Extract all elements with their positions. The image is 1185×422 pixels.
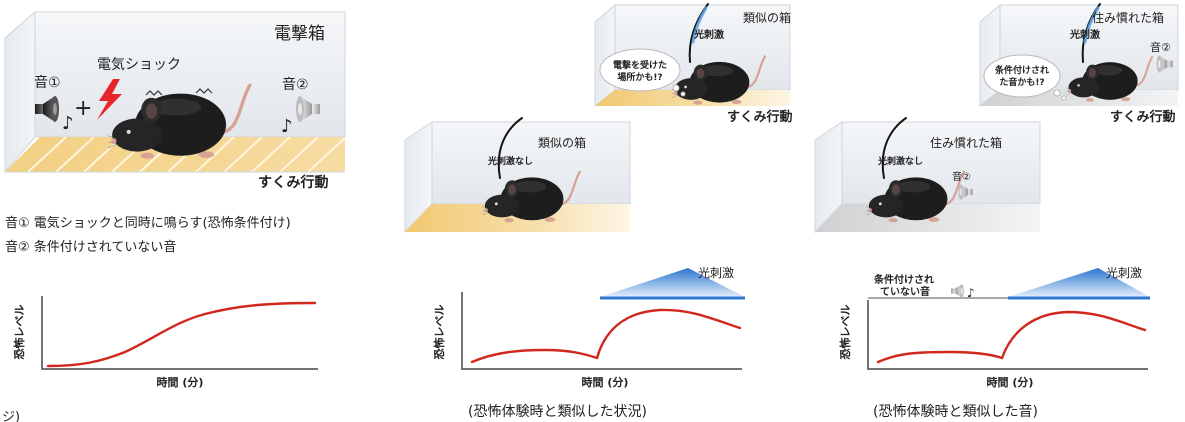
music-note-icon: ♪ [62, 113, 74, 134]
no-light-label: 光刺激なし [877, 155, 923, 167]
floor-plank [55, 137, 95, 172]
floor-plank [279, 137, 319, 172]
thought-text: 場所かも!? [617, 71, 662, 83]
optic-fiber-light [691, 6, 708, 44]
tone2-label: 音② [1150, 40, 1171, 54]
freezing-label: すくみ行動 [1110, 109, 1176, 125]
lightning-bolt-icon [97, 79, 122, 120]
thought-bubble [599, 48, 681, 92]
optic-fiber-light [1083, 6, 1100, 44]
optic-fiber [497, 117, 523, 179]
unconditioned-tone-label: 条件付けされ [873, 273, 934, 286]
similar-box-light-off-panel: 類似の箱 光刺激なし [404, 117, 631, 234]
familiar-box-light-off-panel: 住み慣れた箱 光刺激なし 音② [814, 117, 1041, 234]
light-stimulus-label: 光刺激 [1106, 266, 1142, 280]
speaker-icon [951, 284, 964, 298]
light-stimulus-label: 光刺激 [698, 266, 734, 280]
thought-text: 条件付けされ [994, 64, 1049, 76]
no-light-label: 光刺激なし [487, 155, 533, 167]
thought-text: 電撃を受けた [613, 59, 667, 71]
cut-off-text: ジ) [2, 410, 20, 422]
fear-plot-familiar-box: 光刺激 条件付けされ ていない音 ♪ 恐怖レベル 時間 (分) [838, 266, 1150, 389]
shock-label: 電気ショック [97, 57, 181, 73]
floor-plank [251, 137, 291, 172]
tone1-legend: 音① 電気ショックと同時に鳴らす(恐怖条件付け) [5, 215, 291, 231]
thought-bubble-dot [1053, 89, 1061, 97]
box-floor [405, 204, 630, 232]
conditioning-panel: 電撃箱 電気ショック 音① 音② + ♪ ♪ すくみ行動 [4, 10, 346, 191]
tone2-legend: 音② 条件付けされていない音 [5, 239, 176, 255]
music-note-icon: ♪ [281, 116, 293, 137]
shock-box-label: 電撃箱 [274, 24, 325, 44]
plot-axes [461, 292, 742, 370]
worry-mark [195, 88, 213, 94]
familiar-box-light-on-panel: 条件付けされ た音かも!? 住み慣れた箱 光刺激 音② すくみ行動 [979, 3, 1179, 125]
floor-plank [195, 137, 235, 172]
caption-similar-sound: (恐怖体験時と類似した音) [873, 403, 1038, 420]
light-stimulus-label: 光刺激 [693, 28, 724, 41]
box-label: 類似の箱 [743, 10, 791, 25]
optic-fiber [881, 117, 907, 179]
tone2-label: 音② [952, 170, 971, 183]
floor-plank [27, 137, 67, 172]
box-label: 住み慣れた箱 [930, 135, 1002, 150]
worry-mark [145, 90, 163, 96]
box-label: 住み慣れた箱 [1092, 10, 1164, 25]
tone1-label: 音① [34, 74, 61, 91]
y-axis-label: 恐怖レベル [838, 305, 852, 360]
unconditioned-tone-label: ていない音 [880, 285, 930, 298]
fear-curve [46, 301, 317, 368]
music-note-icon: ♪ [967, 286, 975, 300]
freezing-label: すくみ行動 [727, 109, 793, 125]
freezing-label: すくみ行動 [258, 174, 329, 191]
plot-axes [41, 296, 318, 370]
thought-bubble [983, 54, 1061, 98]
box-label: 類似の箱 [538, 135, 586, 150]
plus-sign: + [74, 96, 92, 121]
fear-plot-similar-box: 光刺激 恐怖レベル 時間 (分) [432, 266, 745, 389]
x-axis-label: 時間 (分) [987, 375, 1034, 389]
tone2-label: 音② [282, 76, 309, 93]
y-axis-label: 恐怖レベル [12, 305, 26, 360]
floor-plank [223, 137, 263, 172]
light-stimulus-ramp [600, 268, 745, 297]
thought-text: た音かも!? [999, 76, 1044, 88]
fear-curve [876, 310, 1147, 364]
thought-bubble-dot [680, 91, 686, 97]
x-axis-label: 時間 (分) [582, 375, 629, 389]
light-stimulus-ramp [1008, 268, 1150, 297]
floor-plank [307, 137, 345, 172]
light-stimulus-label: 光刺激 [1069, 28, 1100, 41]
thought-bubble-dot [1061, 95, 1067, 101]
y-axis-label: 恐怖レベル [432, 305, 446, 360]
plot-axes [867, 300, 1148, 370]
fear-plot-conditioning: 恐怖レベル 時間 (分) [12, 296, 318, 389]
similar-box-light-on-panel: 電撃を受けた 場所かも!? 類似の箱 光刺激 すくみ行動 [594, 3, 793, 125]
caption-similar-situation: (恐怖体験時と類似した状況) [468, 403, 647, 420]
thought-bubble-dot [672, 84, 680, 92]
box-left-wall [4, 10, 36, 174]
fear-curve [470, 308, 742, 364]
x-axis-label: 時間 (分) [157, 375, 204, 389]
